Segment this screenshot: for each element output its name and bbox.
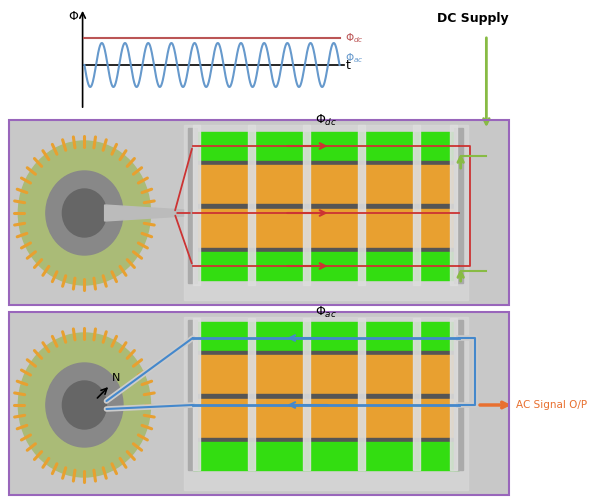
Bar bbox=[10, 121, 508, 304]
Bar bbox=[193, 394, 459, 399]
Bar bbox=[193, 399, 459, 437]
Text: DC Supply: DC Supply bbox=[437, 12, 508, 25]
Text: t: t bbox=[346, 58, 351, 71]
Bar bbox=[193, 442, 459, 470]
Bar bbox=[193, 125, 200, 285]
Bar bbox=[450, 125, 457, 285]
Text: $\Phi$: $\Phi$ bbox=[68, 10, 79, 23]
Circle shape bbox=[18, 333, 151, 477]
Bar bbox=[248, 318, 255, 470]
Bar bbox=[9, 120, 509, 305]
Bar bbox=[193, 132, 459, 160]
Polygon shape bbox=[105, 205, 184, 221]
Bar bbox=[303, 125, 310, 285]
Bar bbox=[193, 355, 459, 393]
Text: AC Signal O/P: AC Signal O/P bbox=[516, 400, 587, 410]
Text: $\Phi_{ac}$: $\Phi_{ac}$ bbox=[345, 51, 363, 65]
Bar bbox=[450, 318, 457, 470]
Bar bbox=[193, 252, 459, 280]
Bar bbox=[193, 322, 459, 350]
Bar bbox=[193, 209, 459, 247]
Bar bbox=[188, 128, 197, 283]
Bar bbox=[184, 125, 468, 300]
Circle shape bbox=[63, 381, 106, 429]
Bar bbox=[454, 128, 463, 283]
Bar bbox=[188, 320, 197, 470]
Text: $\Phi_{dc}$: $\Phi_{dc}$ bbox=[345, 31, 364, 45]
Circle shape bbox=[46, 363, 123, 447]
Bar bbox=[193, 165, 459, 203]
Text: $\Phi_{ac}$: $\Phi_{ac}$ bbox=[315, 305, 337, 320]
Bar bbox=[454, 320, 463, 470]
Bar bbox=[248, 125, 255, 285]
Bar bbox=[193, 438, 459, 442]
Bar bbox=[358, 125, 365, 285]
Bar bbox=[64, 5, 376, 115]
Bar bbox=[413, 125, 420, 285]
Bar bbox=[10, 313, 508, 494]
Bar bbox=[193, 318, 200, 470]
Circle shape bbox=[18, 141, 151, 285]
Bar bbox=[413, 318, 420, 470]
Bar bbox=[193, 248, 459, 252]
Text: $\Phi_{dc}$: $\Phi_{dc}$ bbox=[314, 113, 337, 128]
Bar bbox=[303, 318, 310, 470]
Bar bbox=[193, 351, 459, 355]
Bar bbox=[193, 161, 459, 165]
Circle shape bbox=[63, 189, 106, 237]
Text: N: N bbox=[112, 373, 121, 383]
Circle shape bbox=[46, 171, 123, 255]
Bar bbox=[358, 318, 365, 470]
Bar bbox=[193, 204, 459, 209]
Bar bbox=[184, 317, 468, 490]
Bar bbox=[9, 312, 509, 495]
